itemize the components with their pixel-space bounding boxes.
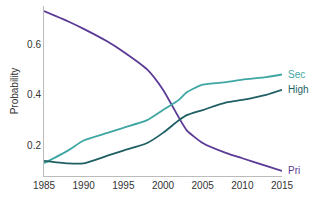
svg-text:1985: 1985 bbox=[33, 180, 56, 191]
svg-text:Sec: Sec bbox=[288, 69, 305, 80]
svg-text:0.2: 0.2 bbox=[27, 140, 41, 151]
svg-text:1990: 1990 bbox=[73, 180, 96, 191]
svg-text:0.6: 0.6 bbox=[27, 39, 41, 50]
svg-text:Probability: Probability bbox=[9, 68, 20, 115]
svg-text:2015: 2015 bbox=[271, 180, 294, 191]
svg-text:2005: 2005 bbox=[192, 180, 215, 191]
svg-text:High: High bbox=[288, 84, 309, 95]
svg-text:0.4: 0.4 bbox=[27, 89, 41, 100]
svg-text:Pri: Pri bbox=[288, 165, 300, 176]
svg-text:2010: 2010 bbox=[231, 180, 254, 191]
svg-text:2000: 2000 bbox=[152, 180, 175, 191]
svg-text:1995: 1995 bbox=[112, 180, 135, 191]
